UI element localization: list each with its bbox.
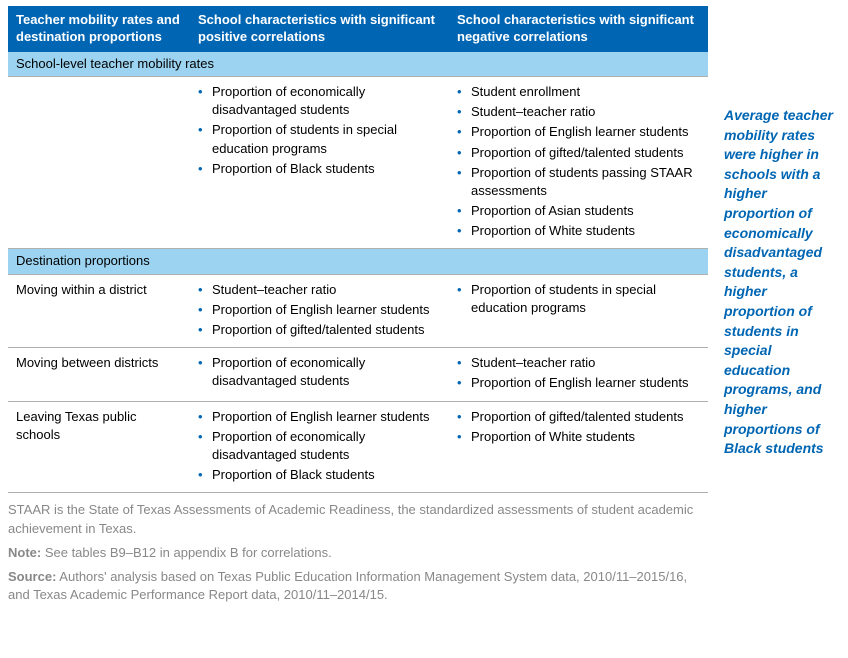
list-item: Proportion of White students [457,222,700,240]
list-item: Proportion of English learner students [198,408,441,426]
list-item: Proportion of Black students [198,466,441,484]
section1-positive: Proportion of economically disadvantaged… [190,76,449,249]
section2-row2-label: Leaving Texas public schools [8,401,190,493]
main-table-container: Teacher mobility rates and destination p… [8,6,708,652]
section2-row0-label: Moving within a district [8,274,190,348]
header-col3: School characteristics with significant … [449,6,708,52]
section2-row0: Moving within a district Student–teacher… [8,274,708,348]
list-item: Proportion of economically disadvantaged… [198,354,441,390]
section1-label [8,76,190,249]
section2-row2-negative-list: Proportion of gifted/talented students Pr… [457,408,700,446]
list-item: Proportion of Asian students [457,202,700,220]
notes-block: STAAR is the State of Texas Assessments … [8,501,708,604]
header-row: Teacher mobility rates and destination p… [8,6,708,52]
list-item: Proportion of students passing STAAR ass… [457,164,700,200]
source-label: Source: [8,569,56,584]
list-item: Proportion of gifted/talented students [457,144,700,162]
section1-negative: Student enrollment Student–teacher ratio P… [449,76,708,249]
section1-positive-list: Proportion of economically disadvantaged… [198,83,441,178]
list-item: Proportion of economically disadvantaged… [198,83,441,119]
section2-row0-negative: Proportion of students in special educat… [449,274,708,348]
section2-row1-label: Moving between districts [8,348,190,401]
section2-row1-positive: Proportion of economically disadvantaged… [190,348,449,401]
source-line: Source: Authors' analysis based on Texas… [8,568,708,604]
section2-row2-positive-list: Proportion of English learner students Pr… [198,408,441,485]
header-col1: Teacher mobility rates and destination p… [8,6,190,52]
list-item: Proportion of students in special educat… [198,121,441,157]
list-item: Proportion of White students [457,428,700,446]
section2-row0-negative-list: Proportion of students in special educat… [457,281,700,317]
staar-note: STAAR is the State of Texas Assessments … [8,501,708,537]
list-item: Student–teacher ratio [457,103,700,121]
header-col2: School characteristics with significant … [190,6,449,52]
section1-negative-list: Student enrollment Student–teacher ratio P… [457,83,700,241]
section2-row1-positive-list: Proportion of economically disadvantaged… [198,354,441,390]
list-item: Proportion of English learner students [198,301,441,319]
section1-title: School-level teacher mobility rates [8,52,708,77]
section2-row2-positive: Proportion of English learner students Pr… [190,401,449,493]
section1-row: Proportion of economically disadvantaged… [8,76,708,249]
sidebar-callout: Average teacher mobility rates were high… [724,106,840,459]
correlations-table: Teacher mobility rates and destination p… [8,6,708,493]
list-item: Student–teacher ratio [198,281,441,299]
list-item: Proportion of gifted/talented students [457,408,700,426]
note-text: See tables B9–B12 in appendix B for corr… [41,545,332,560]
section2-row1-negative: Student–teacher ratio Proportion of Engli… [449,348,708,401]
list-item: Proportion of students in special educat… [457,281,700,317]
list-item: Proportion of economically disadvantaged… [198,428,441,464]
section2-row1-negative-list: Student–teacher ratio Proportion of Engli… [457,354,700,392]
sidebar: Average teacher mobility rates were high… [724,6,840,652]
section2-header: Destination proportions [8,249,708,274]
list-item: Student enrollment [457,83,700,101]
section2-row0-positive: Student–teacher ratio Proportion of Engli… [190,274,449,348]
section2-title: Destination proportions [8,249,708,274]
note-label: Note: [8,545,41,560]
section2-row0-positive-list: Student–teacher ratio Proportion of Engli… [198,281,441,340]
list-item: Proportion of English learner students [457,123,700,141]
section1-header: School-level teacher mobility rates [8,52,708,77]
list-item: Proportion of English learner students [457,374,700,392]
list-item: Proportion of gifted/talented students [198,321,441,339]
note-line: Note: See tables B9–B12 in appendix B fo… [8,544,708,562]
list-item: Proportion of Black students [198,160,441,178]
section2-row2: Leaving Texas public schools Proportion … [8,401,708,493]
section2-row2-negative: Proportion of gifted/talented students Pr… [449,401,708,493]
source-text: Authors' analysis based on Texas Public … [8,569,687,602]
section2-row1: Moving between districts Proportion of e… [8,348,708,401]
list-item: Student–teacher ratio [457,354,700,372]
